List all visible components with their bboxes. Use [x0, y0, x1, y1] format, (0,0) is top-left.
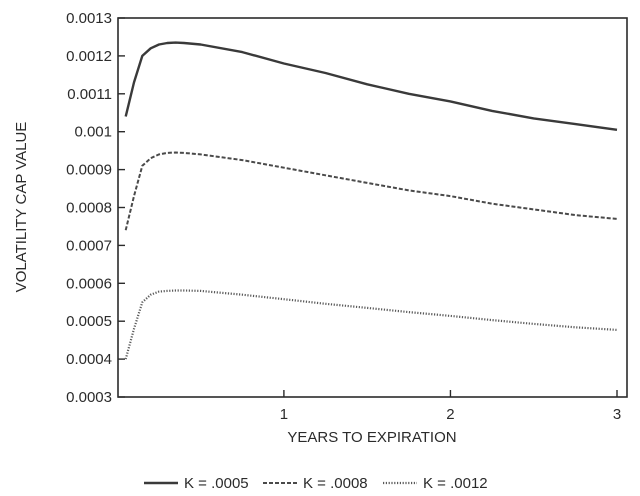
y-tick-label: 0.0007	[66, 237, 112, 254]
series-layer	[124, 41, 618, 360]
legend-label: K = .0008	[303, 475, 368, 492]
x-tick-label: 3	[613, 406, 621, 423]
y-tick-label: 0.0004	[66, 351, 112, 368]
legend: K = .0005 K = .0008 K = .0012	[144, 475, 488, 492]
y-tick-label: 0.0008	[66, 200, 112, 217]
legend-label: K = .0012	[423, 475, 488, 492]
series-line-k-0	[124, 41, 618, 131]
legend-label: K = .0005	[184, 475, 249, 492]
y-tick-label: 0.0009	[66, 162, 112, 179]
y-tick-label: 0.0012	[66, 48, 112, 65]
x-axis-ticks: 1 2 3	[280, 390, 621, 423]
y-tick-label: 0.0006	[66, 275, 112, 292]
y-tick-label: 0.001	[74, 124, 112, 141]
y-tick-label: 0.0005	[66, 313, 112, 330]
y-axis-ticks: 0.0003 0.0004 0.0005 0.0006 0.0007 0.0008 0.00…	[66, 10, 125, 406]
y-tick-label: 0.0013	[66, 10, 112, 27]
y-tick-label: 0.0003	[66, 389, 112, 406]
y-tick-label: 0.0011	[67, 86, 112, 103]
series-line-k-2	[124, 289, 618, 360]
y-axis-title: VOLATILITY CAP VALUE	[13, 122, 30, 293]
x-axis-title: YEARS TO EXPIRATION	[287, 429, 456, 446]
x-tick-label: 2	[446, 406, 454, 423]
series-line-k-1	[124, 151, 618, 231]
x-tick-label: 1	[280, 406, 288, 423]
plot-frame	[117, 17, 628, 398]
